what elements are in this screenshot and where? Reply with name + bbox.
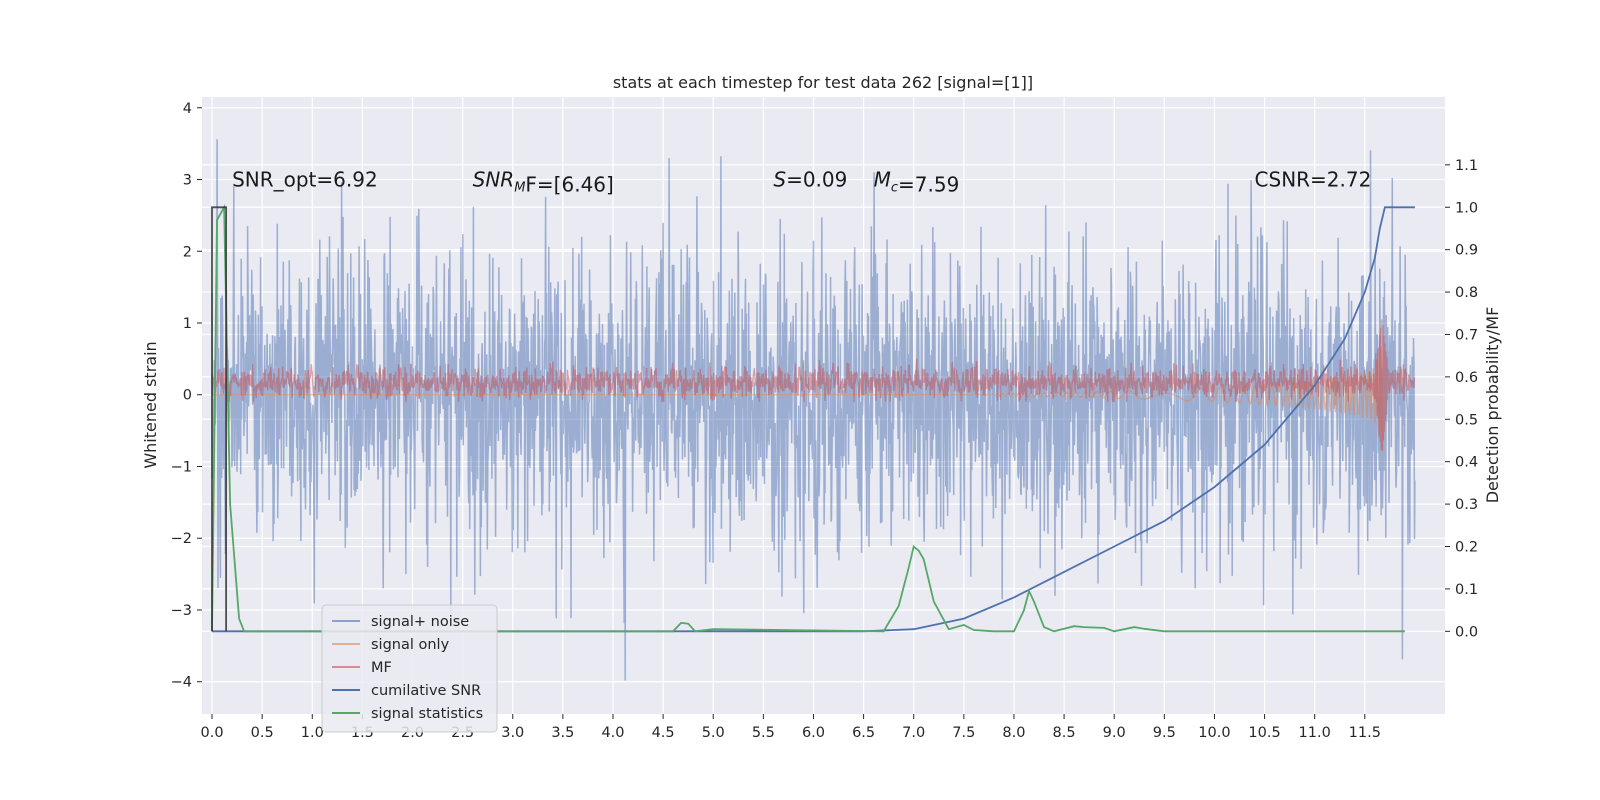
x-tick-label: 4.5 xyxy=(652,725,675,741)
x-axis: 0.0 0.5 1.0 1.5 2.0 2.5 3.0 3.5 4.0 4.5 5.0 5.5 6.0 6… xyxy=(200,714,1381,741)
y-axis-label: Whitened strain xyxy=(141,341,160,468)
legend-label: signal+ noise xyxy=(371,614,469,630)
legend-label: signal statistics xyxy=(371,706,483,722)
y-tick-label: 1 xyxy=(183,316,192,332)
y-tick-label: −2 xyxy=(171,531,192,547)
y-tick-label: −3 xyxy=(171,603,192,619)
x-tick-label: 0.5 xyxy=(251,725,274,741)
y2-tick-label: 0.0 xyxy=(1455,624,1478,640)
series-step-line xyxy=(211,206,227,632)
x-tick-label: 8.5 xyxy=(1053,725,1076,741)
legend-label: signal only xyxy=(371,637,450,653)
annotations: SNR_opt=6.92 SNRMF=[6.46] S=0.09 Mc=7.59 CSN… xyxy=(232,168,1371,197)
y-tick-label: −4 xyxy=(171,675,192,691)
y-tick-label: 2 xyxy=(183,244,192,260)
series-cumilative-snr-line xyxy=(212,206,1415,633)
y-tick-label: 3 xyxy=(183,173,192,189)
y2-tick-label: 0.7 xyxy=(1455,327,1478,343)
x-tick-label: 6.0 xyxy=(802,725,825,741)
y2-tick-label: 0.1 xyxy=(1455,582,1478,598)
y2-tick-label: 0.3 xyxy=(1455,497,1478,513)
y2-tick-label: 1.1 xyxy=(1455,158,1478,174)
series-layer xyxy=(211,139,1416,681)
chart-title: stats at each timestep for test data 262… xyxy=(613,73,1033,92)
y-tick-label: 4 xyxy=(183,101,192,117)
x-tick-label: 3.0 xyxy=(501,725,524,741)
x-tick-label: 7.0 xyxy=(902,725,925,741)
y2-tick-label: 0.8 xyxy=(1455,285,1478,301)
x-tick-label: 9.0 xyxy=(1103,725,1126,741)
y2-tick-label: 0.5 xyxy=(1455,412,1478,428)
series-mf-line xyxy=(211,319,1416,451)
annotation-text: SNR_opt=6.92 xyxy=(232,168,378,192)
legend: signal+ noise signal only MF cumilative SNR… xyxy=(321,604,498,733)
x-tick-label: 11.0 xyxy=(1299,725,1331,741)
x-tick-label: 8.0 xyxy=(1002,725,1025,741)
x-tick-label: 9.5 xyxy=(1153,725,1176,741)
x-tick-label: 4.0 xyxy=(601,725,624,741)
y2-tick-label: 0.9 xyxy=(1455,243,1478,259)
series-signal-statistics-line xyxy=(211,203,1405,633)
y2-axis-label: Detection probability/MF xyxy=(1483,307,1502,504)
y2-tick-label: 0.2 xyxy=(1455,539,1478,555)
legend-label: MF xyxy=(371,660,392,676)
x-tick-label: 3.5 xyxy=(551,725,574,741)
x-tick-label: 11.5 xyxy=(1349,725,1381,741)
series-signal-noise-line xyxy=(211,139,1416,681)
x-tick-label: 0.0 xyxy=(200,725,223,741)
x-tick-label: 6.5 xyxy=(852,725,875,741)
x-tick-label: 5.5 xyxy=(752,725,775,741)
y2-tick-label: 1.0 xyxy=(1455,200,1478,216)
annotation-text: SNRMF=[6.46] xyxy=(473,168,614,197)
y-axis-left: −4 −3 −2 −1 0 1 2 3 4 xyxy=(171,101,202,691)
y-tick-label: −1 xyxy=(171,459,192,475)
legend-box xyxy=(321,604,498,733)
x-tick-label: 5.0 xyxy=(702,725,725,741)
annotation-text: CSNR=2.72 xyxy=(1255,168,1372,192)
annotation-text: S=0.09 xyxy=(773,168,847,192)
x-tick-label: 10.5 xyxy=(1248,725,1280,741)
x-tick-label: 1.0 xyxy=(301,725,324,741)
y-axis-right: 0.0 0.1 0.2 0.3 0.4 0.5 0.6 0.7 0.8 0.9 1.0 1.1 xyxy=(1445,158,1478,640)
x-tick-label: 10.0 xyxy=(1198,725,1230,741)
y-tick-label: 0 xyxy=(183,388,192,404)
y2-tick-label: 0.6 xyxy=(1455,370,1478,386)
legend-label: cumilative SNR xyxy=(371,683,481,699)
x-tick-label: 7.5 xyxy=(952,725,975,741)
annotation-text: Mc=7.59 xyxy=(874,168,960,197)
y2-tick-label: 0.4 xyxy=(1455,455,1478,471)
